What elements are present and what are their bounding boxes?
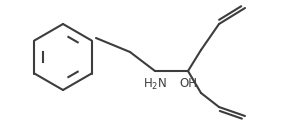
Text: H$_2$N: H$_2$N bbox=[143, 77, 167, 92]
Text: OH: OH bbox=[179, 77, 197, 90]
